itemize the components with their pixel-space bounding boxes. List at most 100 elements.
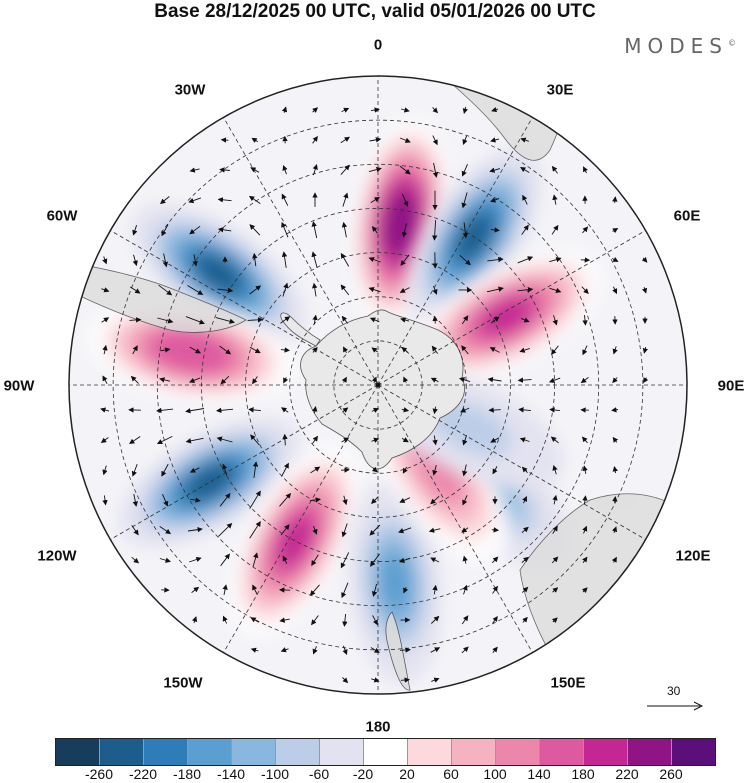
wind-vector [132, 345, 138, 355]
wind-vector [581, 286, 589, 294]
wind-vector [368, 256, 381, 263]
wind-vector [642, 346, 648, 354]
wind-vector [403, 587, 409, 594]
positive-anomaly [232, 448, 358, 634]
colorbar-swatch [144, 739, 188, 765]
wind-vector [432, 435, 438, 446]
wind-vector [519, 347, 530, 353]
wind-vector [371, 583, 378, 597]
colorbar-tick-label: -140 [216, 766, 246, 782]
wind-vector [131, 525, 139, 536]
anomaly-contour [386, 199, 415, 247]
wind-vector [282, 433, 288, 446]
map-boundary [68, 75, 688, 695]
colorbar-tick-label: -60 [308, 766, 330, 782]
wind-vector [430, 557, 440, 563]
meridian-line [377, 384, 533, 653]
wind-vector [582, 315, 588, 326]
wind-vector [432, 464, 438, 476]
wind-vector [281, 251, 288, 268]
wind-vector [312, 435, 319, 444]
wind-vector [582, 495, 588, 504]
wind-vector [399, 497, 411, 503]
wind-vector [132, 493, 138, 507]
wind-vector [311, 251, 318, 268]
wind-vector [158, 284, 173, 296]
wind-vector [132, 254, 138, 267]
wind-vector [492, 466, 498, 475]
anomaly-contour [186, 464, 233, 500]
wind-vector [462, 222, 469, 239]
wind-vector [611, 556, 617, 563]
wind-vector [342, 192, 349, 207]
positive-anomaly [414, 253, 600, 380]
wind-vector [161, 463, 169, 477]
wind-vector [521, 556, 529, 563]
wind-vector [280, 524, 290, 536]
wind-vector [581, 436, 588, 444]
wind-vector [490, 316, 500, 324]
wind-vector [521, 224, 529, 235]
wind-vector [216, 407, 234, 414]
wind-vector [370, 107, 380, 113]
wind-vector [370, 196, 380, 203]
wind-vector [250, 647, 259, 653]
colorbar-swatch [584, 739, 628, 765]
wind-vector [160, 196, 170, 205]
wind-vector [341, 107, 350, 113]
wind-vector [311, 554, 319, 566]
wind-vector [461, 315, 469, 325]
wind-vector [461, 164, 468, 177]
wind-vector [185, 408, 205, 414]
wind-vector [517, 286, 534, 293]
meridian-line [110, 384, 379, 540]
wind-vector [581, 587, 588, 594]
wind-vector [159, 557, 171, 563]
wind-vector [402, 466, 408, 474]
colorbar-swatch [276, 739, 320, 765]
wind-vector [250, 434, 260, 446]
wind-vector [248, 407, 261, 413]
reference-vector-label: 30 [667, 684, 681, 698]
wind-vector [432, 135, 438, 146]
anomaly-contour [481, 297, 533, 336]
wind-vector [490, 227, 500, 233]
wind-vector [612, 377, 618, 384]
wind-vector [641, 256, 648, 263]
wind-vector [250, 167, 260, 173]
wind-vector [371, 437, 380, 443]
wind-vector [249, 346, 261, 354]
wind-vector [341, 582, 349, 599]
wind-vector [432, 406, 438, 415]
lon-label-60e: 60E [673, 207, 701, 225]
wind-vector [432, 315, 438, 324]
wind-vector [220, 375, 230, 385]
colorbar-tick-label: -220 [128, 766, 158, 782]
colorbar-tick-label: -100 [260, 766, 290, 782]
wind-vector [249, 285, 262, 295]
wind-vector [612, 346, 618, 355]
colorbar-swatch [540, 739, 584, 765]
wind-vector [129, 317, 142, 323]
wind-vector [222, 615, 228, 624]
wind-vector [551, 345, 559, 355]
wind-vector [341, 315, 349, 324]
wind-vector [486, 286, 504, 293]
wind-vector [549, 287, 562, 293]
wind-vector [281, 221, 289, 238]
wind-vector [219, 492, 231, 507]
wind-vector [220, 553, 230, 567]
wind-vector [217, 227, 232, 233]
lon-label-30w: 30W [174, 81, 206, 99]
colorbar-swatch [232, 739, 276, 765]
wind-vector [282, 164, 288, 175]
wind-vector [399, 137, 411, 143]
meridian-line [110, 230, 379, 386]
wind-vector [342, 495, 348, 506]
wind-vector [281, 462, 289, 477]
colorbar-swatch [188, 739, 232, 765]
wind-vector [487, 256, 504, 263]
wind-vector [549, 407, 560, 413]
wind-vector [342, 407, 349, 413]
